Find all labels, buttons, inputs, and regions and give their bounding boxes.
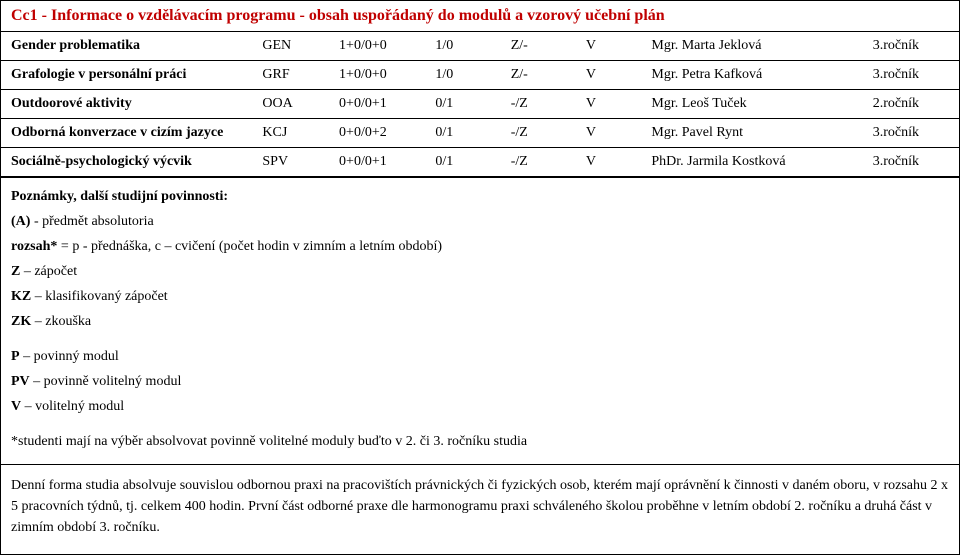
notes-line: (A) - předmět absolutoria: [11, 211, 949, 232]
subject-rozsah: 0+0/0+2: [329, 119, 425, 148]
subject-ratio: 1/0: [425, 32, 500, 61]
subject-v: V: [576, 61, 642, 90]
table-row: Grafologie v personální práciGRF1+0/0+01…: [1, 61, 959, 90]
subject-ratio: 0/1: [425, 90, 500, 119]
subject-name: Gender problematika: [1, 32, 252, 61]
subject-zk: -/Z: [501, 148, 576, 177]
subject-year: 3.ročník: [863, 61, 959, 90]
subject-code: OOA: [252, 90, 329, 119]
table-row: Outdoorové aktivityOOA0+0/0+10/1-/ZVMgr.…: [1, 90, 959, 119]
subject-zk: Z/-: [501, 32, 576, 61]
subject-name: Outdoorové aktivity: [1, 90, 252, 119]
subject-teacher: Mgr. Petra Kafková: [641, 61, 862, 90]
subject-name: Grafologie v personální práci: [1, 61, 252, 90]
notes-modules: P – povinný modul PV – povinně volitelný …: [11, 346, 949, 417]
notes-module-line: V – volitelný modul: [11, 396, 949, 417]
subject-rozsah: 1+0/0+0: [329, 32, 425, 61]
subject-zk: -/Z: [501, 90, 576, 119]
subject-year: 3.ročník: [863, 148, 959, 177]
notes-title: Poznámky, další studijní povinnosti:: [11, 186, 949, 207]
notes-line: Z – zápočet: [11, 261, 949, 282]
document-page: Cc1 - Informace o vzdělávacím programu -…: [0, 0, 960, 555]
subject-code: GRF: [252, 61, 329, 90]
subject-code: KCJ: [252, 119, 329, 148]
subject-code: SPV: [252, 148, 329, 177]
subject-v: V: [576, 32, 642, 61]
subject-ratio: 0/1: [425, 119, 500, 148]
subject-name: Sociálně-psychologický výcvik: [1, 148, 252, 177]
subject-v: V: [576, 119, 642, 148]
notes-line: KZ – klasifikovaný zápočet: [11, 286, 949, 307]
subject-zk: -/Z: [501, 119, 576, 148]
subject-v: V: [576, 90, 642, 119]
subject-ratio: 1/0: [425, 61, 500, 90]
notes-module-line: PV – povinně volitelný modul: [11, 371, 949, 392]
notes-line: ZK – zkouška: [11, 311, 949, 332]
footer-text: Denní forma studia absolvuje souvislou o…: [1, 464, 959, 554]
subject-code: GEN: [252, 32, 329, 61]
subject-teacher: Mgr. Marta Jeklová: [641, 32, 862, 61]
notes-lines: (A) - předmět absolutoria rozsah* = p - p…: [11, 211, 949, 332]
table-row: Odborná konverzace v cizím jazyceKCJ0+0/…: [1, 119, 959, 148]
subject-v: V: [576, 148, 642, 177]
page-title: Cc1 - Informace o vzdělávacím programu -…: [1, 1, 959, 32]
subject-rozsah: 0+0/0+1: [329, 90, 425, 119]
subject-year: 3.ročník: [863, 119, 959, 148]
notes-module-line: P – povinný modul: [11, 346, 949, 367]
subject-rozsah: 0+0/0+1: [329, 148, 425, 177]
notes-line: rozsah* = p - přednáška, c – cvičení (po…: [11, 236, 949, 257]
subject-rozsah: 1+0/0+0: [329, 61, 425, 90]
notes-section: Poznámky, další studijní povinnosti: (A)…: [1, 177, 959, 464]
subject-teacher: Mgr. Pavel Rynt: [641, 119, 862, 148]
subject-teacher: PhDr. Jarmila Kostková: [641, 148, 862, 177]
table-row: Gender problematikaGEN1+0/0+01/0Z/-VMgr.…: [1, 32, 959, 61]
subject-zk: Z/-: [501, 61, 576, 90]
subject-ratio: 0/1: [425, 148, 500, 177]
curriculum-table: Gender problematikaGEN1+0/0+01/0Z/-VMgr.…: [1, 32, 959, 177]
subject-teacher: Mgr. Leoš Tuček: [641, 90, 862, 119]
notes-star: *studenti mají na výběr absolvovat povin…: [11, 431, 949, 452]
subject-name: Odborná konverzace v cizím jazyce: [1, 119, 252, 148]
table-row: Sociálně-psychologický výcvikSPV0+0/0+10…: [1, 148, 959, 177]
subject-year: 3.ročník: [863, 32, 959, 61]
subject-year: 2.ročník: [863, 90, 959, 119]
